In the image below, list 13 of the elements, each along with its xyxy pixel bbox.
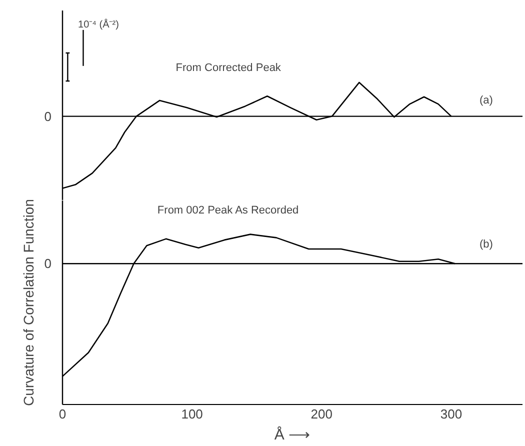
- x-tick-label: 200: [310, 406, 333, 422]
- x-axis-title: Å ⟶: [274, 426, 311, 444]
- x-tick-label: 0: [58, 406, 66, 422]
- y-axis-title: Curvature of Correlation Function: [20, 198, 36, 406]
- text: From 002 Peak As Recorded: [157, 204, 299, 217]
- x-tick-label: 100: [181, 406, 203, 422]
- text: 10⁻⁴ (Å⁻²): [78, 18, 119, 30]
- text: From Corrected Peak: [176, 62, 282, 74]
- ref-line-label: 0: [44, 108, 52, 124]
- ref-line-label: 0: [44, 256, 52, 272]
- x-tick-label: 300: [440, 406, 462, 422]
- annotation: (b): [479, 238, 493, 250]
- annotation: (a): [479, 94, 493, 106]
